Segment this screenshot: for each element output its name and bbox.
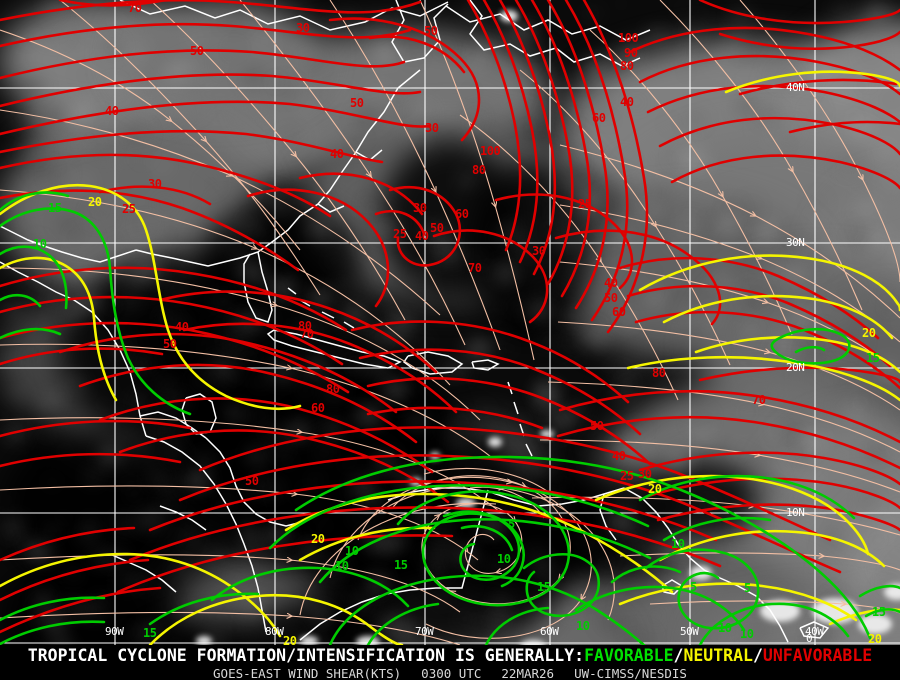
product-credit: UW-CIMSS/NESDIS xyxy=(574,666,687,680)
latitude-tick-30N: 30N xyxy=(786,236,805,249)
caption-bar: TROPICAL CYCLONE FORMATION/INTENSIFICATI… xyxy=(0,645,900,680)
contour-label-30-6: 30 xyxy=(148,177,162,191)
contour-label-30-20: 30 xyxy=(413,201,427,215)
contour-label-15-50: 15 xyxy=(394,558,408,572)
contour-label-50-22: 50 xyxy=(430,221,444,235)
contour-label-100-18: 100 xyxy=(480,144,501,158)
latitude-tick-10N: 10N xyxy=(786,506,805,519)
contour-label-30-26: 30 xyxy=(532,244,546,258)
contour-label-15-40: 15 xyxy=(866,351,880,365)
contour-label-20-47: 20 xyxy=(311,532,325,546)
contour-label-70-38: 70 xyxy=(752,393,766,407)
contour-label-10-52: 10 xyxy=(497,552,511,566)
contour-label-50-41: 50 xyxy=(245,474,259,488)
contour-label-30-45: 30 xyxy=(638,467,652,481)
contour-label-80-35: 80 xyxy=(326,382,340,396)
caption-prefix-text: TROPICAL CYCLONE FORMATION/INTENSIFICATI… xyxy=(27,646,585,665)
contour-label-60-21: 60 xyxy=(455,207,469,221)
contour-label-5-51: 5 xyxy=(508,517,515,531)
contour-label-5-55: 5 xyxy=(690,580,697,594)
contour-label-10-48: 10 xyxy=(345,544,359,558)
contour-label-40-42: 40 xyxy=(612,449,626,463)
contour-label-20-59: 20 xyxy=(868,632,882,646)
contour-label-80-14: 80 xyxy=(620,59,634,73)
contour-label-10-10: 10 xyxy=(33,237,47,251)
contour-red-unfavorable xyxy=(0,0,900,634)
contour-label-60-36: 60 xyxy=(311,401,325,415)
legend-unfavorable: UNFAVORABLE xyxy=(762,646,873,665)
contour-label-60-16: 60 xyxy=(592,111,606,125)
longitude-tick-40W: 40W xyxy=(805,625,824,638)
contour-label-5-56: 5 xyxy=(744,581,751,595)
latitude-tick-40N: 40N xyxy=(786,81,805,94)
contour-label-30-17: 30 xyxy=(425,121,439,135)
legend-separator-2: / xyxy=(752,646,763,665)
contour-label-15-9: 15 xyxy=(48,201,62,215)
contour-label-80-19: 80 xyxy=(472,163,486,177)
longitude-tick-60W: 60W xyxy=(540,625,559,638)
contour-label-10-64: 10 xyxy=(718,621,732,635)
legend-neutral: NEUTRAL xyxy=(683,646,753,665)
contour-label-40-5: 40 xyxy=(330,147,344,161)
longitude-tick-50W: 50W xyxy=(680,625,699,638)
contour-green-favorable xyxy=(0,191,900,645)
contour-label-40-15: 40 xyxy=(620,95,634,109)
contour-label-10-49: 10 xyxy=(335,559,349,573)
legend-separator-1: / xyxy=(673,646,684,665)
contour-label-90-13: 90 xyxy=(624,46,638,60)
contour-overlay xyxy=(0,0,900,645)
longitude-tick-70W: 70W xyxy=(415,625,434,638)
longitude-tick-80W: 80W xyxy=(265,625,284,638)
contour-label-15-61: 15 xyxy=(143,626,157,640)
contour-label-50-43: 50 xyxy=(590,419,604,433)
contour-label-80-33: 80 xyxy=(298,319,312,333)
product-source: GOES-EAST WIND SHEAR(KTS) xyxy=(213,666,402,680)
contour-label-20-62: 20 xyxy=(283,634,297,648)
caption-headline: TROPICAL CYCLONE FORMATION/INTENSIFICATI… xyxy=(0,646,900,665)
contour-label-10-57: 10 xyxy=(740,627,754,641)
contour-label-50-29: 50 xyxy=(604,291,618,305)
contour-label-80-37: 80 xyxy=(652,366,666,380)
contour-label-20-46: 20 xyxy=(648,482,662,496)
contour-label-15-53: 15 xyxy=(537,580,551,594)
contour-label-30-2: 30 xyxy=(296,21,310,35)
contour-label-50-11: 50 xyxy=(424,24,438,38)
contour-label-0-60: 0 xyxy=(806,632,813,645)
contour-label-40-4: 40 xyxy=(105,104,119,118)
contour-label-25-7: 25 xyxy=(122,202,136,216)
contour-label-70-27: 70 xyxy=(468,261,482,275)
contour-label-100-12: 100 xyxy=(618,31,639,45)
contour-label-40-23: 40 xyxy=(415,229,429,243)
contour-label-50-3: 50 xyxy=(350,96,364,110)
caption-subline: GOES-EAST WIND SHEAR(KTS) 0300 UTC 22MAR26… xyxy=(0,666,900,680)
latitude-tick-20N: 20N xyxy=(786,361,805,374)
contour-label-25-44: 25 xyxy=(620,469,634,483)
contour-label-50-1: 50 xyxy=(190,44,204,58)
legend-favorable: FAVORABLE xyxy=(584,646,674,665)
contour-label-40-28: 40 xyxy=(604,276,618,290)
contour-label-10-54: 10 xyxy=(671,537,685,551)
product-date: 22MAR26 xyxy=(501,666,555,680)
contour-label-10-63: 10 xyxy=(576,619,590,633)
contour-label-50-32: 50 xyxy=(163,337,177,351)
contour-label-70-0: 70 xyxy=(128,1,142,15)
contour-label-70-34: 70 xyxy=(300,327,314,341)
contour-label-25-25: 25 xyxy=(578,197,592,211)
contour-label-15-58: 15 xyxy=(872,605,886,619)
contour-label-25-24: 25 xyxy=(393,227,407,241)
product-time: 0300 UTC xyxy=(421,666,482,680)
contour-label-20-8: 20 xyxy=(88,195,102,209)
contour-label-40-31: 40 xyxy=(175,320,189,334)
contour-label-20-39: 20 xyxy=(862,326,876,340)
contour-label-60-30: 60 xyxy=(612,305,626,319)
longitude-tick-90W: 90W xyxy=(105,625,124,638)
